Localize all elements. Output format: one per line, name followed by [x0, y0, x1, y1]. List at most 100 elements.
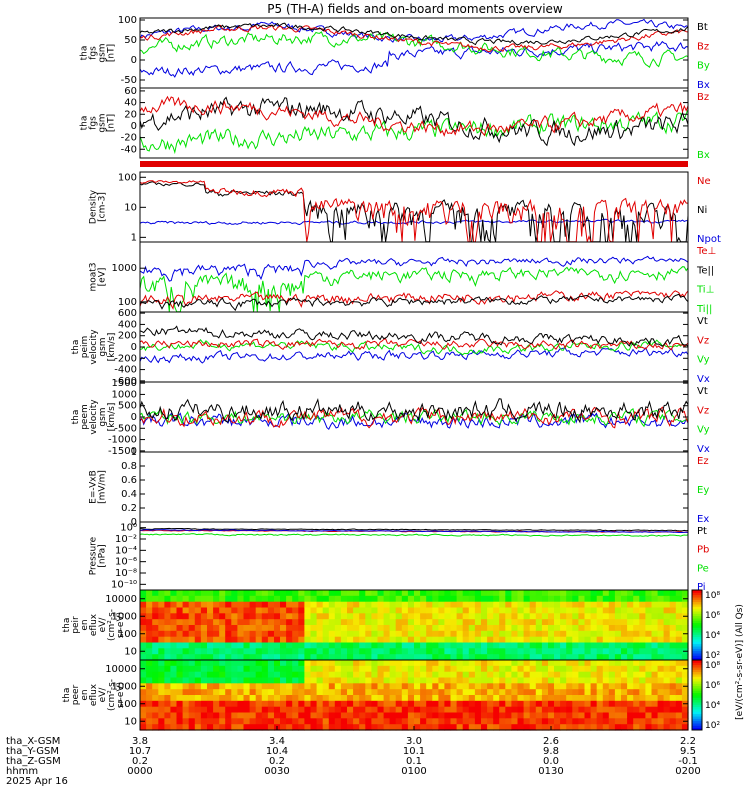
xaxis-tick-label: 0000: [127, 766, 152, 777]
panel-ylabel: peir: [71, 616, 81, 634]
series-vx: [139, 346, 689, 364]
series-bz: [139, 95, 689, 138]
legend-entry: Npot: [697, 234, 721, 245]
series-bz: [139, 24, 689, 53]
series-bx: [139, 109, 689, 155]
series-vt: [139, 397, 689, 424]
legend-entry: Ey: [697, 485, 709, 496]
panel-ylabel: (cm²-s-: [107, 679, 117, 711]
ytick-label: 10⁻⁸: [115, 568, 137, 579]
panel-ylabel: [km/s]: [107, 333, 117, 362]
legend-entry: Pt: [697, 526, 707, 537]
legend-entry: Bz: [697, 92, 709, 103]
xaxis-tick-label: 0100: [401, 766, 426, 777]
series-pe: [139, 533, 689, 537]
series-bx: [139, 40, 689, 78]
xaxis-tick-label: 9.8: [543, 746, 559, 757]
panel-ylabel: [nT]: [107, 44, 117, 62]
series-by: [139, 31, 689, 68]
ytick-label: 10: [124, 202, 137, 213]
ytick-label: 50: [124, 35, 137, 46]
panel-efield-frame: [139, 451, 689, 523]
xaxis-tick-label: 0.2: [269, 756, 285, 767]
panel-ylabel: [nPa]: [98, 544, 108, 567]
xaxis-tick-label: 9.5: [680, 746, 696, 757]
xaxis-tick-label: 10.7: [129, 746, 151, 757]
ytick-label: 600: [118, 308, 137, 319]
colorbar-tick: 10⁶: [705, 611, 720, 621]
xaxis-tick-label: 0130: [538, 766, 563, 777]
ytick-label: -500: [114, 423, 137, 434]
colorbar-tick: 10²: [705, 721, 720, 731]
colorbar-tick: 10⁴: [705, 631, 720, 641]
legend-entry: Bx: [697, 150, 710, 161]
panel-ylabel: E=-VxB: [89, 470, 99, 504]
legend-entry: Ne: [697, 176, 711, 187]
ytick-label: -1000: [108, 435, 137, 446]
xaxis-tick-label: 3.4: [269, 736, 285, 747]
ytick-label: -400: [114, 365, 137, 376]
series-vy: [139, 339, 688, 356]
legend-entry: Vz: [697, 405, 709, 416]
ytick-label: 1000: [112, 263, 137, 274]
panel-ylabel: tha: [80, 46, 90, 61]
panel-ylabel: tha: [80, 116, 90, 131]
ytick-label: 10⁻²: [115, 534, 137, 545]
xaxis-tick-label: 0030: [264, 766, 289, 777]
ytick-label: -40: [121, 144, 137, 155]
colorbar-tick: 10⁴: [705, 701, 720, 711]
legend-entry: Vy: [697, 425, 710, 436]
colorbar-2: [691, 659, 703, 731]
legend-entry: Vz: [697, 335, 709, 346]
series-bt: [139, 22, 689, 46]
legend-entry: Bz: [697, 41, 709, 52]
panel-ylabel: fgs: [89, 116, 99, 130]
panel-ylabel: sr-eV): [116, 682, 126, 708]
ion-energy-spectrogram: [140, 590, 689, 661]
ytick-label: 0: [131, 121, 137, 132]
panel-ylabel: gsm: [98, 43, 108, 62]
ytick-label: 10000: [105, 594, 137, 605]
legend-entry: Ti||: [696, 304, 712, 315]
colorbar-tick: 10⁸: [705, 661, 720, 671]
panel-ylabel: [mV/m]: [98, 470, 108, 504]
electron-energy-spectrogram: [140, 660, 689, 731]
legend-entry: Vy: [697, 355, 710, 366]
ytick-label: 10000: [105, 664, 137, 675]
xaxis-row-label: 2025 Apr 16: [6, 776, 68, 787]
panel-ylabel: tha: [71, 410, 81, 425]
panel-ylabel: tha: [71, 340, 81, 355]
legend-entry: Ex: [697, 514, 709, 525]
xaxis-tick-label: 0200: [675, 766, 700, 777]
series-vz: [139, 338, 689, 351]
panel-ylabel: moat3: [89, 262, 99, 291]
panel-ylabel: velocity: [89, 329, 99, 365]
ytick-label: -50: [121, 75, 137, 86]
ytick-label: 200: [118, 331, 137, 342]
legend-entry: Vt: [697, 386, 708, 397]
ytick-label: 40: [124, 98, 137, 109]
ytick-label: 10⁻⁴: [115, 545, 137, 556]
legend-entry: Bt: [697, 22, 708, 33]
panel-fgs2-frame: [139, 87, 689, 159]
ytick-label: 10: [124, 716, 137, 727]
panel-ylabel: tha: [62, 688, 72, 703]
legend-entry: Vx: [697, 444, 710, 455]
panel-ylabel: peim: [80, 336, 90, 359]
ytick-label: 0.6: [121, 475, 137, 486]
ytick-label: 0.2: [121, 503, 137, 514]
panel-ylabel: gsm: [98, 407, 108, 426]
ytick-label: 60: [124, 86, 137, 97]
xaxis-row-label: tha_X-GSM: [6, 736, 60, 747]
mode-flag-bar: [140, 161, 688, 167]
series-ti-par: [139, 255, 689, 282]
legend-entry: Vt: [697, 316, 708, 327]
ytick-label: 0: [131, 55, 137, 66]
panel-ylabel: peer: [71, 684, 81, 705]
panel-ylabel: gsm: [98, 337, 108, 356]
ytick-label: 10⁰: [120, 523, 137, 534]
series-ne: [139, 180, 689, 243]
legend-entry: Pi: [697, 582, 706, 593]
